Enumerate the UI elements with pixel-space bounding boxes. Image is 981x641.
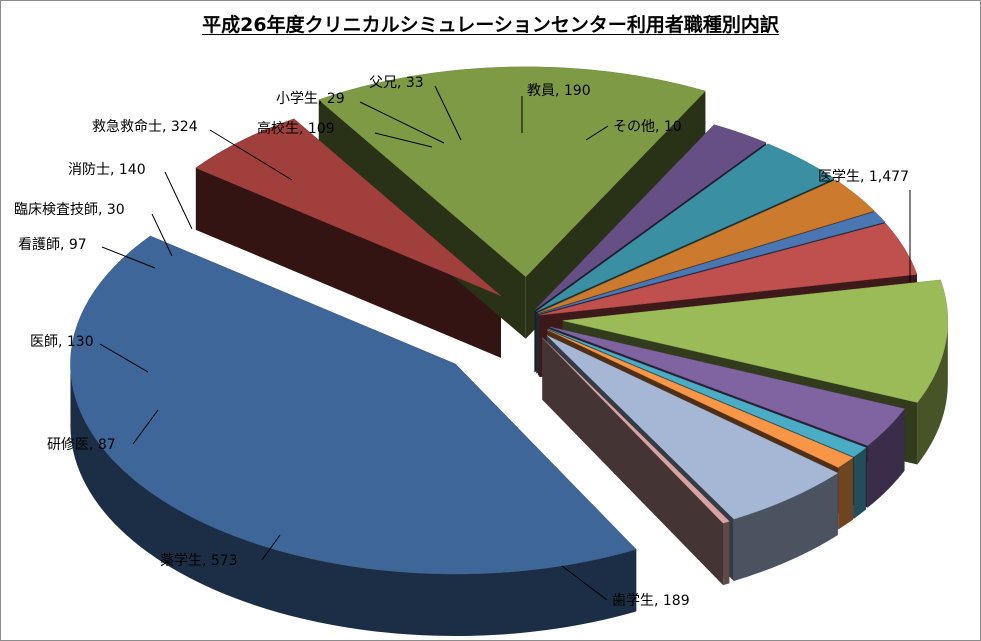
leader-line-7: [164, 171, 193, 230]
slice-7: [539, 222, 918, 316]
leader-line-10: [359, 101, 445, 144]
data-label-1: 歯学生, 189: [612, 593, 690, 609]
pie-tops: [70, 66, 949, 575]
data-label-8: 救急救命士, 324: [92, 118, 198, 135]
data-label-0: 医学生, 1,477: [818, 169, 909, 185]
leader-line-8: [209, 129, 293, 181]
leader-line-1: [561, 565, 608, 601]
slice-10: [548, 328, 867, 458]
slice-wall-10-0: [853, 447, 866, 519]
data-label-6: 臨床検査技師, 30: [14, 202, 125, 218]
slice-3: [534, 124, 767, 311]
data-label-7: 消防士, 140: [68, 162, 146, 178]
leader-line-5: [101, 246, 156, 269]
slice-side-13-1: [542, 337, 724, 586]
chart-title-text: 平成26年度クリニカルシミュレーションセンター利用者職種別内訳: [202, 14, 779, 36]
slice-11: [547, 329, 854, 468]
pie-leader-lines: [99, 85, 911, 601]
data-label-2: 薬学生, 573: [160, 553, 238, 569]
slice-13: [542, 337, 730, 524]
slice-1: [195, 118, 502, 297]
data-label-9: 高校生, 109: [257, 120, 335, 137]
leader-line-11: [434, 85, 462, 141]
leader-line-13: [585, 125, 609, 141]
data-label-11: 父兄, 33: [369, 75, 424, 91]
slice-wall-8-0: [917, 320, 948, 465]
slice-6: [538, 211, 886, 315]
leader-line-2: [261, 534, 281, 561]
leader-line-3: [132, 409, 159, 445]
data-label-3: 研修医, 87: [47, 437, 116, 453]
slice-2: [318, 66, 706, 278]
slice-wall-11-0: [838, 457, 853, 530]
data-label-5: 看護師, 97: [18, 237, 87, 253]
slice-9: [549, 326, 905, 446]
leader-line-6: [151, 213, 173, 257]
pie-labels: 医学生, 1,477 歯学生, 189 薬学生, 573 研修医, 87 医師, 130…: [14, 75, 909, 609]
slice-side-1-0: [195, 167, 501, 358]
slice-wall-0-0: [70, 364, 637, 637]
chart-title: 平成26年度クリニカルシミュレーションセンター利用者職種別内訳: [0, 10, 981, 37]
leader-line-4: [99, 343, 149, 373]
data-label-4: 医師, 130: [30, 334, 94, 350]
data-label-13: その他, 10: [613, 119, 682, 135]
leader-line-9: [374, 132, 433, 148]
slice-12: [546, 335, 839, 520]
data-label-12: 教員, 190: [527, 83, 591, 99]
slice-8: [562, 279, 949, 403]
slice-4: [536, 143, 835, 312]
slice-0: [70, 235, 637, 575]
slice-wall-9-0: [867, 408, 905, 508]
slice-wall-13-0: [723, 521, 730, 586]
data-label-10: 小学生, 29: [276, 91, 345, 107]
slice-wall-12-0: [733, 473, 838, 582]
slice-5: [537, 179, 875, 314]
